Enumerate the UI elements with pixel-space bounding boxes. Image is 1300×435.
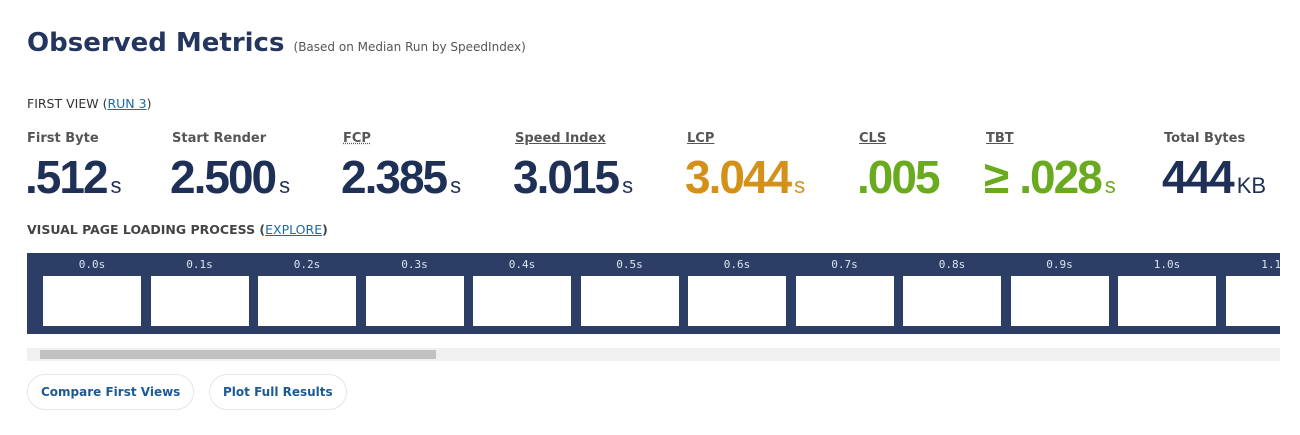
- metric-unit: s: [1104, 173, 1116, 198]
- metric-number: 3.015: [513, 151, 620, 203]
- frame[interactable]: [473, 276, 571, 326]
- metric-number: .005: [857, 151, 941, 203]
- metric-value: 444 KB: [1162, 150, 1266, 204]
- metric-label: Speed Index: [515, 131, 606, 146]
- metric-label: First Byte: [27, 131, 99, 146]
- frame-time: 0.4s: [508, 258, 536, 271]
- button[interactable]: Plot Full Results: [209, 374, 347, 410]
- metric-unit: s: [794, 173, 806, 198]
- frame[interactable]: [150, 276, 249, 326]
- explore-link[interactable]: EXPLORE: [265, 222, 323, 237]
- frame[interactable]: [1225, 276, 1280, 326]
- run-link[interactable]: RUN 3: [107, 96, 147, 111]
- visual-section: VISUAL PAGE LOADING PROCESS (EXPLORE): [27, 222, 328, 237]
- metric-prefix: ≥: [984, 151, 1009, 203]
- first-view: FIRST VIEW (RUN 3): [27, 96, 151, 111]
- metric-value: 2.500 s: [170, 150, 290, 204]
- metric-unit: s: [450, 173, 462, 198]
- metric-label: FCP: [343, 131, 371, 146]
- metric-value: 2.385 s: [341, 150, 461, 204]
- metric-label: LCP: [687, 131, 715, 146]
- metric-number: .028: [1019, 151, 1103, 203]
- metric-value: 3.044 s: [685, 150, 805, 204]
- metric-unit: KB: [1236, 173, 1267, 198]
- metric-unit: s: [279, 173, 291, 198]
- scroll-thumb[interactable]: [40, 350, 436, 359]
- frame[interactable]: [1118, 276, 1216, 326]
- metric-label: Start Render: [172, 131, 267, 146]
- frame-time: 0.2s: [293, 258, 321, 271]
- metric-number: 2.385: [341, 151, 448, 203]
- metric-label: CLS: [859, 131, 887, 146]
- metric-label: Total Bytes: [1164, 131, 1246, 146]
- metric-number: 444: [1162, 151, 1235, 203]
- section-label: ): [322, 222, 328, 237]
- section-label: VISUAL PAGE LOADING PROCESS (: [27, 222, 266, 237]
- button[interactable]: Compare First Views: [27, 374, 195, 410]
- subtitle: (Based on Median Run by SpeedIndex): [293, 40, 526, 54]
- metric-value: 3.015 s: [513, 150, 633, 204]
- section-label: FIRST VIEW (: [27, 96, 108, 111]
- frame-time: 0.9s: [1046, 258, 1073, 271]
- metric-value: .512 s: [25, 150, 122, 204]
- metric-value: .005: [857, 150, 941, 204]
- frame-time: 0.3s: [401, 258, 428, 271]
- frame[interactable]: [258, 276, 356, 326]
- title: Observed Metrics (Based on Median Run by…: [27, 28, 526, 58]
- metric-number: 2.500: [170, 151, 277, 203]
- frame[interactable]: [43, 276, 141, 326]
- frame[interactable]: [580, 276, 679, 326]
- frame-time: 1.1s: [1261, 258, 1280, 271]
- frame-time: 0.8s: [938, 258, 966, 271]
- frame[interactable]: [903, 276, 1001, 326]
- metric-label: TBT: [986, 131, 1014, 146]
- frame-time: 0.5s: [616, 258, 643, 271]
- frame[interactable]: [795, 276, 894, 326]
- metric-number: .512: [25, 151, 109, 203]
- frame-time: 1.0s: [1153, 258, 1181, 271]
- metric-value: ≥ .028 s: [984, 150, 1116, 204]
- title-text: Observed Metrics: [27, 28, 285, 58]
- frame[interactable]: [688, 276, 786, 326]
- frame-time: 0.0s: [78, 258, 106, 271]
- filmstrip: 0.0s 0.1s 0.2s 0.3s 0.4s 0.5s 0.6s 0.7s 0.8s 0.9s…: [27, 253, 1280, 334]
- metric-unit: s: [622, 173, 634, 198]
- frame[interactable]: [365, 276, 464, 326]
- scrollbar[interactable]: [27, 348, 1280, 361]
- metric-unit: s: [110, 173, 122, 198]
- metric-number: 3.044: [685, 151, 792, 203]
- section-label: ): [146, 96, 152, 111]
- frame[interactable]: [1010, 276, 1109, 326]
- frame-time: 0.7s: [831, 258, 858, 271]
- frame-time: 0.1s: [186, 258, 213, 271]
- frame-time: 0.6s: [723, 258, 751, 271]
